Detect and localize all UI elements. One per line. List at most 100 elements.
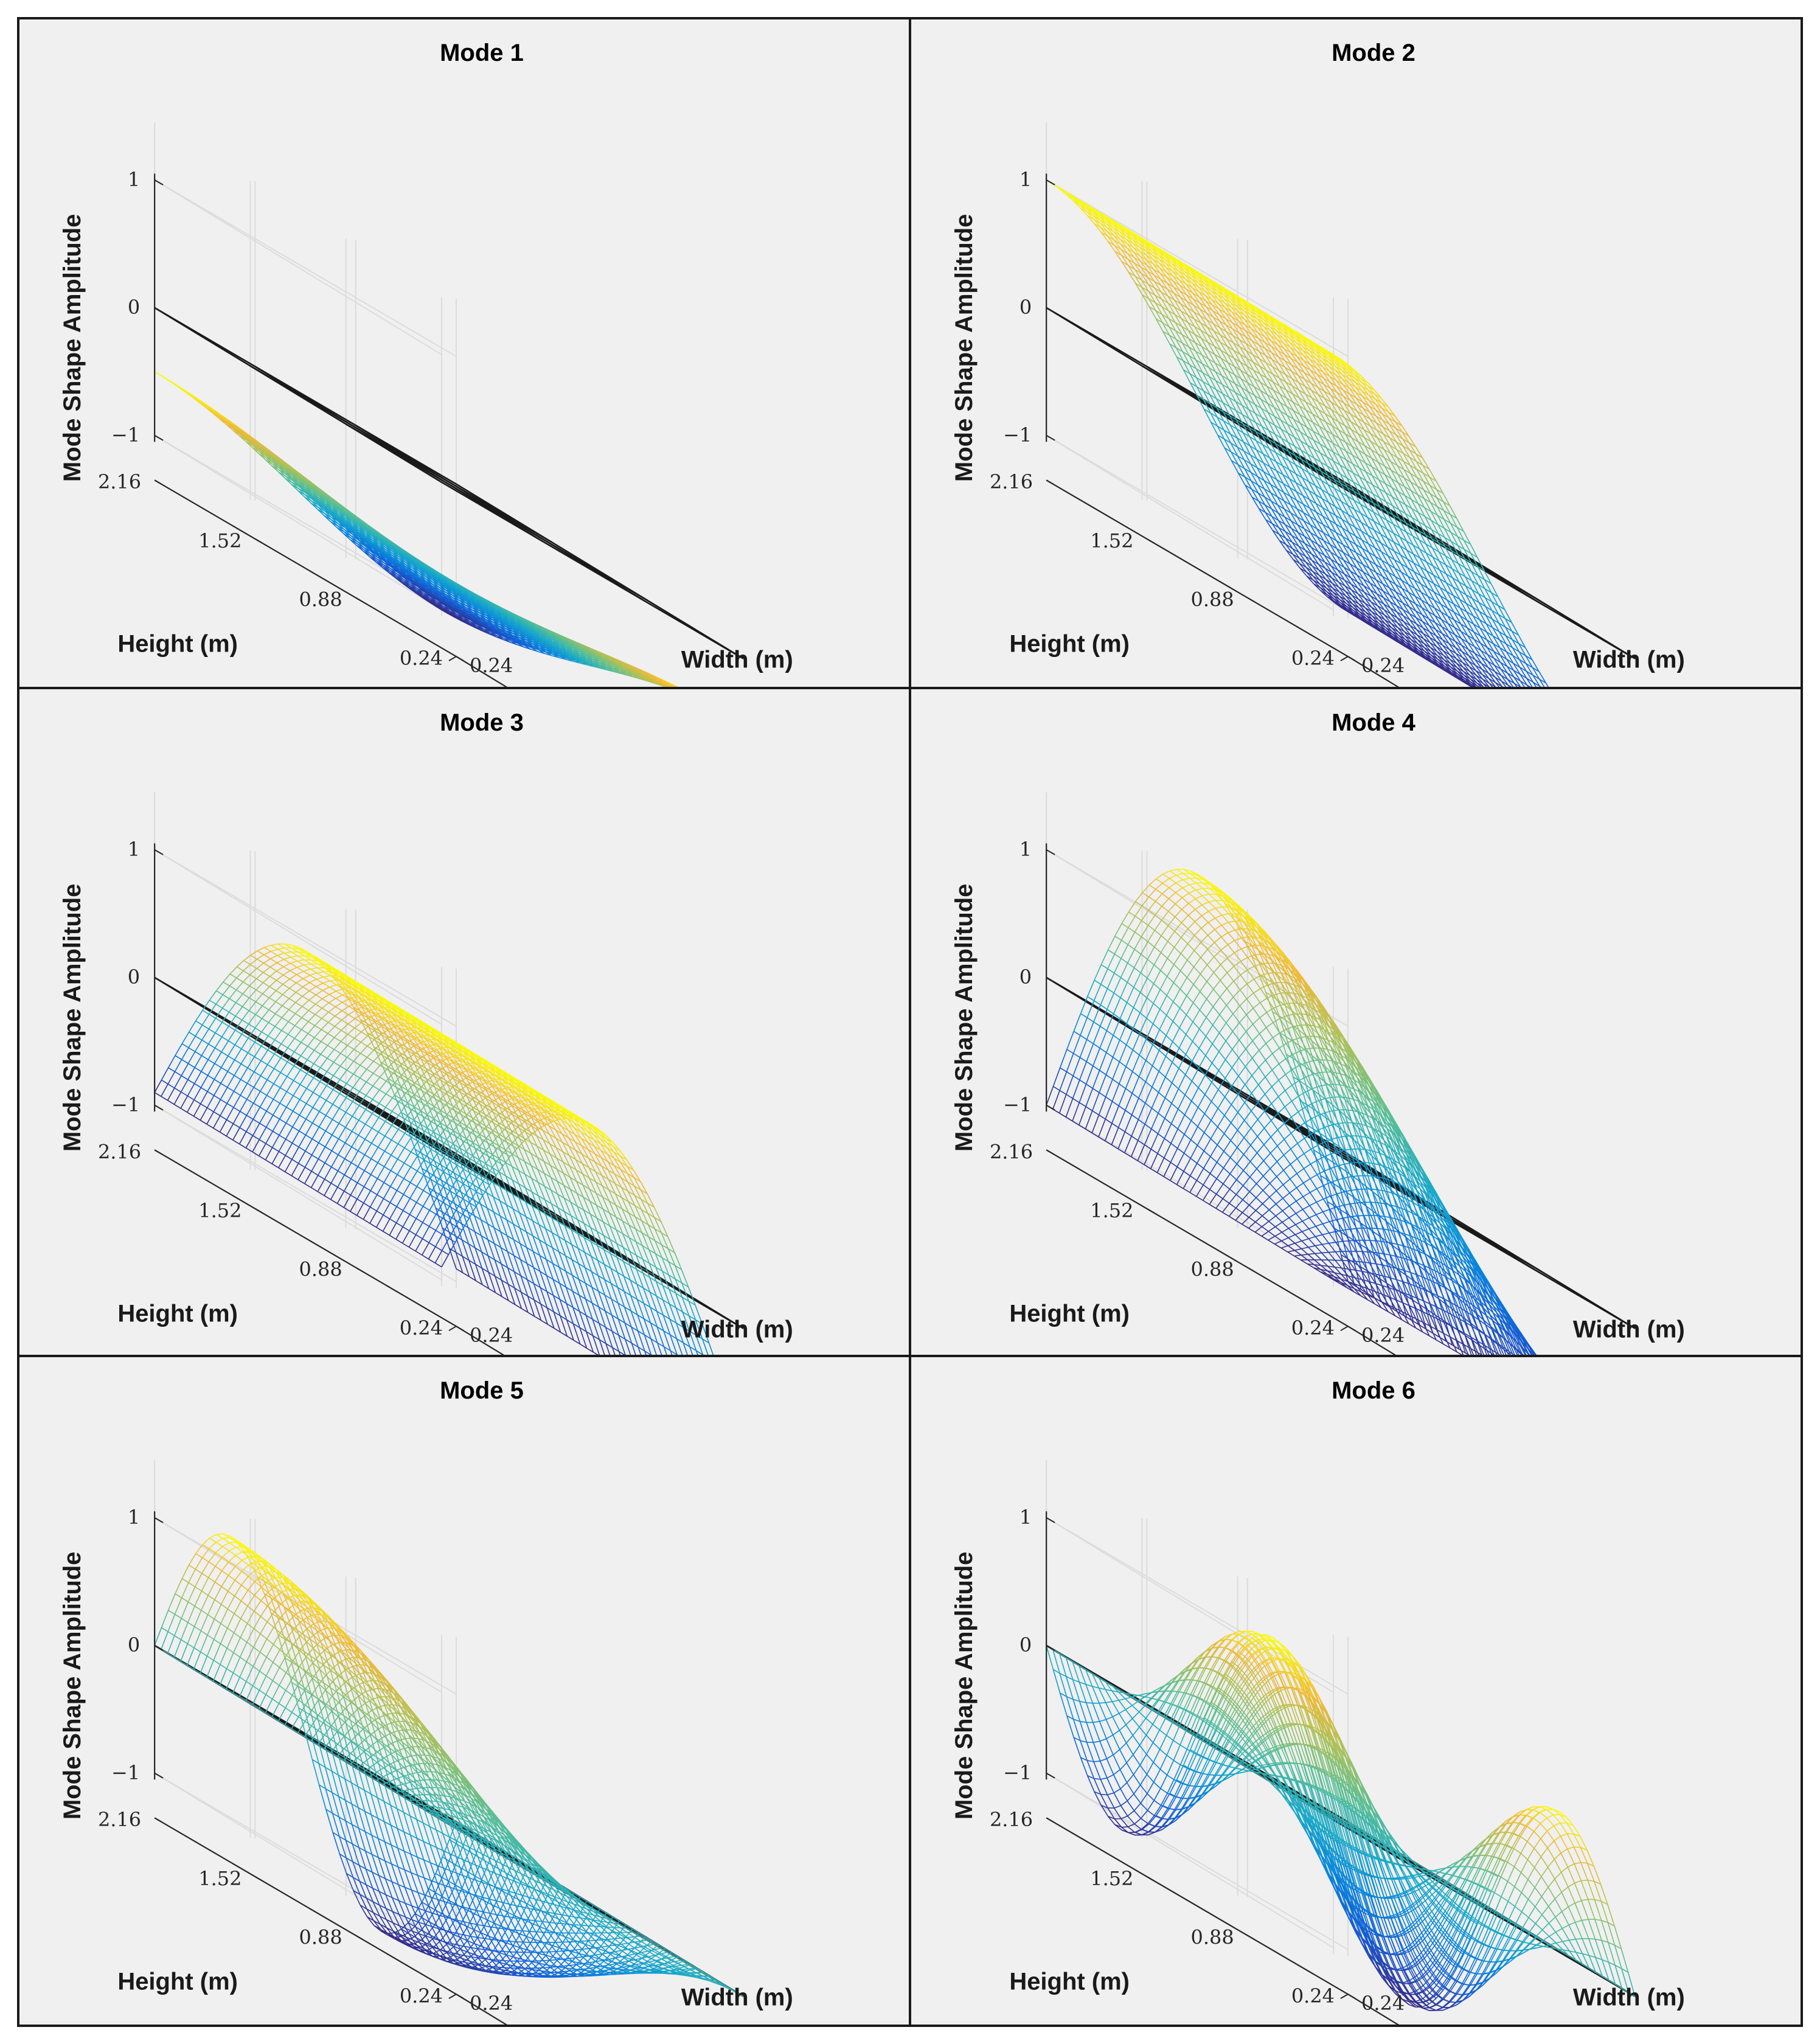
width-axis-label: Width (m) [681,1316,793,1343]
height-tick-label: 1.52 [1090,1867,1133,1890]
height-tick-label: 1.52 [1090,1199,1133,1222]
height-tick-label: 1.52 [198,1867,241,1890]
height-tick-label: 0.24 [400,1316,443,1340]
mode-title: Mode 5 [440,1377,524,1404]
tick-labels: 10−12.161.520.880.240.240.881.522.16 [98,1506,513,2015]
height-tick-label: 0.88 [1191,1926,1234,1949]
height-tick-label: 2.16 [98,1809,141,1832]
z-tick-label: 1 [1019,1506,1032,1529]
tick-labels: 10−12.161.520.880.240.240.881.522.16 [990,168,1405,677]
height-axis-label: Height (m) [117,1969,238,1995]
height-axis-label: Height (m) [1009,631,1130,658]
height-tick-label: 2.16 [98,1140,141,1163]
height-tick-label: 0.24 [1291,647,1335,670]
mode-shape-mesh [154,1533,744,1997]
mode-6-panel: 10−12.161.520.880.240.240.881.522.16Mode… [910,1356,1801,2025]
mode-title: Mode 3 [440,709,524,736]
z-axis-label: Mode Shape Amplitude [59,214,86,482]
z-tick-label: −1 [111,1093,140,1116]
tick-labels: 10−12.161.520.880.240.240.881.522.16 [990,1506,1405,2015]
z-tick-label: −1 [111,423,140,447]
height-tick-label: 2.16 [98,470,141,493]
width-tick-label: 0.24 [1361,1324,1405,1347]
z-tick-label: 1 [128,1506,140,1529]
width-axis-label: Width (m) [681,1984,793,2011]
height-tick-label: 1.52 [198,529,241,552]
z-tick-label: −1 [111,1761,140,1784]
height-tick-label: 0.24 [1291,1316,1335,1340]
mode-4-panel: 10−12.161.520.880.240.240.881.522.16Mode… [910,687,1801,1357]
mode-3-plot: 10−12.161.520.880.240.240.881.522.16Mode… [59,709,793,1355]
mode-title: Mode 4 [1332,709,1415,736]
height-tick-label: 0.24 [1291,1984,1335,2007]
mode-shape-mesh [1046,179,1549,687]
axes [154,843,505,1355]
z-tick-label: −1 [1003,1761,1032,1784]
height-tick-label: 0.24 [400,647,443,670]
z-axis-label: Mode Shape Amplitude [951,883,978,1151]
height-tick-label: 0.88 [299,1257,342,1281]
z-axis-label: Mode Shape Amplitude [951,1552,978,1820]
mode-6-plot: 10−12.161.520.880.240.240.881.522.16Mode… [951,1377,1685,2025]
z-tick-label: −1 [1003,423,1032,447]
z-tick-label: 0 [128,965,140,989]
height-tick-label: 0.24 [400,1984,443,2007]
tick-labels: 10−12.161.520.880.240.240.881.522.16 [98,838,513,1347]
height-axis-label: Height (m) [117,1300,238,1327]
mode-2-plot: 10−12.161.520.880.240.240.881.522.16Mode… [951,40,1685,687]
height-tick-label: 0.88 [299,588,342,611]
width-tick-label: 0.24 [1361,1992,1405,2015]
width-tick-label: 0.24 [470,1324,513,1347]
zero-plane-grid [154,307,744,659]
mode-2-panel: 10−12.161.520.880.240.240.881.522.16Mode… [910,19,1801,688]
height-axis-label: Height (m) [1009,1300,1130,1327]
width-axis-label: Width (m) [1573,647,1685,673]
z-tick-label: 0 [128,1633,140,1656]
mode-shape-mesh [154,943,714,1355]
height-tick-label: 2.16 [990,470,1033,493]
mode-4-plot: 10−12.161.520.880.240.240.881.522.16Mode… [951,709,1685,1355]
height-tick-label: 1.52 [198,1199,241,1222]
width-axis-label: Width (m) [1573,1984,1685,2011]
height-axis-label: Height (m) [1009,1969,1130,1995]
z-tick-label: 1 [128,168,140,191]
z-tick-label: 1 [128,838,140,861]
mode-shape-mesh [154,371,678,687]
height-axis-label: Height (m) [117,631,238,658]
height-tick-label: 1.52 [1090,529,1133,552]
z-tick-label: 0 [128,296,140,319]
z-tick-label: 0 [1019,965,1032,989]
figure-grid: 1 0 −1 2.16 1.52 0.88 0.24 0.24 0.88 1.52 2.16 Mode… [17,17,1803,2027]
axes [1046,843,1397,1355]
width-tick-label: 0.24 [470,654,513,677]
width-axis-label: Width (m) [1573,1316,1685,1343]
tick-labels: 10−12.161.520.880.240.240.881.522.16 [990,838,1405,1347]
mode-shape-mesh [1046,1630,1636,2012]
zero-plane-grid [154,976,744,1329]
z-tick-label: 0 [1019,1633,1032,1656]
width-tick-label: 0.24 [1361,654,1405,677]
mode-5-plot: 10−12.161.520.880.240.240.881.522.16Mode… [59,1377,793,2025]
mode-title: Mode 1 [440,40,524,66]
width-tick-label: 0.24 [470,1992,513,2015]
z-tick-label: 1 [1019,838,1032,861]
height-tick-label: 0.88 [299,1926,342,1949]
mode-shape-mesh [1046,868,1537,1355]
mode-1-panel: 10−12.161.520.880.240.240.881.522.16Mode… [19,19,910,688]
mode-3-panel: 10−12.161.520.880.240.240.881.522.16Mode… [19,687,910,1357]
height-tick-label: 2.16 [990,1809,1033,1832]
z-axis-label: Mode Shape Amplitude [59,1552,86,1820]
mode-title: Mode 2 [1332,40,1415,66]
mode-5-panel: 10−12.161.520.880.240.240.881.522.16Mode… [19,1356,910,2025]
z-axis-label: Mode Shape Amplitude [59,883,86,1151]
z-axis-label: Mode Shape Amplitude [951,214,978,482]
tick-labels: 10−12.161.520.880.240.240.881.522.16 [98,168,513,677]
height-tick-label: 2.16 [990,1140,1033,1163]
mode-1-plot: 10−12.161.520.880.240.240.881.522.16Mode… [59,40,793,687]
z-tick-label: −1 [1003,1093,1032,1116]
height-tick-label: 0.88 [1191,1257,1234,1281]
height-tick-label: 0.88 [1191,588,1234,611]
mode-title: Mode 6 [1332,1377,1415,1404]
z-tick-label: 0 [1019,296,1032,319]
axes [154,173,507,687]
